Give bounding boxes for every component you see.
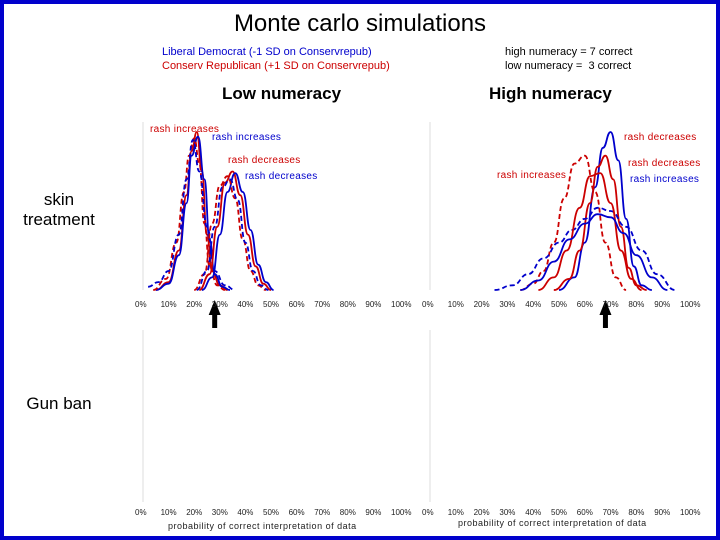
series-line-1-2: [520, 154, 627, 291]
x-tick-label: 50%: [263, 300, 280, 309]
annotation-label: rash decreases: [628, 158, 701, 169]
column-header-high-numeracy: High numeracy: [489, 84, 612, 103]
row-label-gun-ban: Gun ban: [26, 394, 92, 413]
x-tick-label: 20%: [473, 508, 490, 517]
annotation-label: rash increases: [150, 124, 220, 135]
slide-title: Monte carlo simulations: [233, 10, 487, 37]
x-tick-label: 40%: [237, 300, 254, 309]
x-tick-label: 70%: [602, 508, 619, 517]
x-tick-label: 70%: [314, 300, 331, 309]
annotation-label: rash increases: [497, 170, 567, 181]
row-label-skin-treatment: skin treatment: [14, 190, 104, 230]
x-tick-label: 50%: [551, 300, 568, 309]
x-tick-label: 30%: [499, 508, 516, 517]
series-line-0-1: [155, 135, 231, 291]
x-tick-label: 70%: [602, 300, 619, 309]
x-tick-label: 90%: [365, 508, 382, 517]
annotation-label: rash decreases: [245, 171, 318, 182]
x-tick-label: 0%: [422, 508, 434, 517]
row-label-treatment: treatment: [23, 210, 95, 229]
x-tick-label: 10%: [160, 300, 177, 309]
row-label-skin: skin: [43, 190, 75, 209]
x-tick-label: 100%: [680, 300, 701, 309]
x-tick-label: 40%: [525, 508, 542, 517]
legend-liberal-democrat: Liberal Democrat (-1 SD on Conservrepub): [162, 46, 372, 58]
x-tick-label: 60%: [288, 508, 305, 517]
annotation-label: rash decreases: [228, 155, 301, 166]
x-tick-label: 80%: [339, 508, 356, 517]
x-axis-label-low: probability of correct interpretation of…: [168, 521, 357, 531]
x-tick-label: 90%: [654, 300, 671, 309]
x-tick-label: 20%: [186, 300, 203, 309]
x-tick-label: 10%: [447, 508, 464, 517]
slide-content: [4, 4, 716, 536]
x-tick-label: 30%: [211, 508, 228, 517]
chart-high-numeracy-skin-treatment: [429, 122, 676, 291]
x-axis-label-high: probability of correct interpretation of…: [458, 518, 647, 528]
series-line-0-3: [148, 138, 236, 291]
x-tick-label: 20%: [186, 508, 203, 517]
series-line-1-1: [553, 154, 647, 291]
column-header-low-numeracy: Low numeracy: [222, 84, 342, 103]
x-tick-label: 50%: [551, 508, 568, 517]
x-tick-label: 30%: [211, 300, 228, 309]
x-tick-label: 0%: [135, 508, 147, 517]
x-tick-label: 0%: [422, 300, 434, 309]
x-tick-label: 80%: [628, 300, 645, 309]
reference-arrow: [599, 300, 612, 328]
legend-conserv-republican: Conserv Republican (+1 SD on Conservrepu…: [162, 60, 390, 72]
x-tick-label: 80%: [339, 300, 356, 309]
x-tick-label: 60%: [288, 300, 305, 309]
x-tick-label: 90%: [365, 300, 382, 309]
x-tick-label: 100%: [391, 508, 412, 517]
x-tick-label: 50%: [263, 508, 280, 517]
x-tick-label: 100%: [680, 508, 701, 517]
x-tick-label: 40%: [525, 300, 542, 309]
x-tick-label: 0%: [135, 300, 147, 309]
series-line-0-4: [198, 170, 272, 291]
x-tick-label: 80%: [628, 508, 645, 517]
annotation-label: rash decreases: [624, 132, 697, 143]
x-tick-label: 10%: [447, 300, 464, 309]
x-tick-label: 100%: [391, 300, 412, 309]
x-tick-label: 70%: [314, 508, 331, 517]
series-line-0-5: [201, 172, 274, 291]
x-tick-label: 60%: [576, 508, 593, 517]
series-line-0-7: [196, 178, 269, 291]
x-tick-label: 30%: [499, 300, 516, 309]
reference-arrow: [208, 300, 221, 328]
annotation-label: rash increases: [630, 174, 700, 185]
x-tick-label: 40%: [237, 508, 254, 517]
x-tick-label: 90%: [654, 508, 671, 517]
series-line-1-4: [538, 172, 642, 291]
series-line-1-5: [520, 213, 668, 291]
note-high-numeracy: high numeracy = 7 correct: [505, 46, 633, 58]
x-tick-label: 10%: [160, 508, 177, 517]
x-tick-label: 60%: [576, 300, 593, 309]
series-line-1-3: [494, 206, 676, 291]
x-tick-label: 20%: [473, 300, 490, 309]
annotation-label: rash increases: [212, 132, 282, 143]
chart-low-numeracy-skin-treatment: [142, 122, 274, 291]
note-low-numeracy: low numeracy = 3 correct: [505, 60, 632, 72]
